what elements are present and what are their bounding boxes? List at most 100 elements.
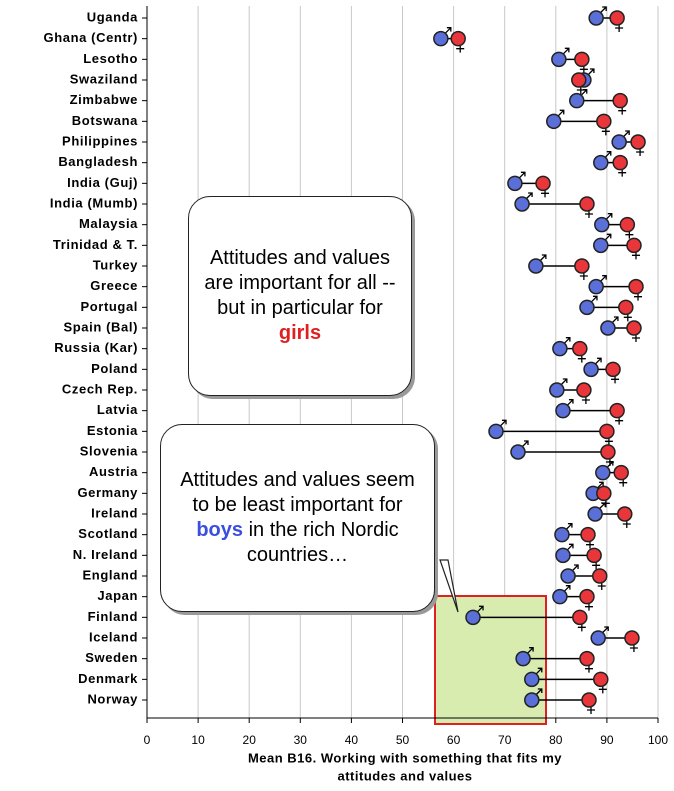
marker-dot <box>524 671 540 688</box>
marker-dot <box>552 588 568 605</box>
marker-dot <box>579 299 595 316</box>
boy-marker <box>528 254 547 274</box>
callout: Attitudes and values seem to be least im… <box>160 424 435 612</box>
marker-dot <box>551 51 567 68</box>
girl-marker <box>612 92 628 115</box>
callout-text: Attitudes and values are important for a… <box>204 247 396 319</box>
male-symbol <box>566 543 574 551</box>
male-symbol <box>622 130 630 138</box>
marker-dot <box>600 444 616 460</box>
male-symbol <box>566 399 574 407</box>
male-symbol <box>562 47 570 55</box>
girl-marker <box>609 10 625 32</box>
marker-dot <box>560 568 576 584</box>
boy-marker <box>600 316 619 336</box>
y-tick-label: N. Ireland <box>73 547 138 562</box>
girl-marker <box>617 506 633 528</box>
marker-dot <box>528 258 544 274</box>
male-symbol <box>521 440 529 448</box>
marker-dot <box>591 568 608 584</box>
marker-dot <box>609 402 625 419</box>
x-axis-title: Mean B16. Working with something that fi… <box>248 750 562 765</box>
boy-marker <box>585 481 604 502</box>
marker-dot <box>596 485 612 502</box>
boy-marker <box>549 378 568 398</box>
y-tick-label: Malaysia <box>79 216 138 231</box>
marker-dot <box>555 402 571 419</box>
marker-dot <box>587 506 603 522</box>
x-tick-label: 80 <box>549 733 563 747</box>
x-tick-label: 20 <box>243 733 257 747</box>
y-tick-label: Lesotho <box>83 51 138 66</box>
y-tick-label: Bangladesh <box>58 154 138 169</box>
girl-marker <box>599 423 615 446</box>
marker-dot <box>524 692 540 708</box>
boy-marker <box>524 667 543 688</box>
girl-marker <box>591 568 608 590</box>
marker-dot <box>618 299 634 316</box>
girl-marker <box>596 485 612 508</box>
marker-dot <box>628 278 644 295</box>
boy-marker <box>560 564 579 584</box>
male-symbol <box>444 27 452 35</box>
girl-marker <box>586 547 602 570</box>
marker-dot <box>569 92 585 109</box>
boy-marker <box>588 275 607 295</box>
male-symbol <box>606 461 614 469</box>
boy-marker <box>552 337 571 357</box>
y-tick-label: Botswana <box>72 113 138 128</box>
marker-dot <box>515 650 531 667</box>
y-tick-label: Germany <box>77 485 138 500</box>
marker-dot <box>579 650 595 667</box>
boy-marker <box>555 543 574 564</box>
male-symbol <box>560 378 568 386</box>
marker-dot <box>549 382 565 398</box>
girl-marker <box>630 134 646 156</box>
male-symbol <box>535 688 543 696</box>
boy-marker <box>465 605 484 626</box>
x-tick-label: 100 <box>648 733 668 747</box>
girl-marker <box>574 51 590 74</box>
y-tick-label: Portugal <box>80 299 138 314</box>
callout-highlight: boys <box>196 519 244 541</box>
marker-dot <box>574 258 590 274</box>
marker-dot <box>555 547 571 564</box>
x-tick-label: 70 <box>498 733 512 747</box>
marker-dot <box>593 237 609 254</box>
y-tick-label: England <box>83 567 138 582</box>
male-symbol <box>476 605 484 613</box>
marker-dot <box>586 547 602 564</box>
x-tick-label: 30 <box>294 733 308 747</box>
boy-marker <box>569 89 588 109</box>
y-tick-label: Turkey <box>93 257 138 272</box>
marker-dot <box>465 609 481 626</box>
marker-dot <box>596 113 612 130</box>
girl-marker <box>609 402 625 425</box>
x-tick-label: 40 <box>345 733 359 747</box>
girl-marker <box>574 258 590 280</box>
y-tick-label: Norway <box>87 691 138 706</box>
girl-marker <box>626 320 642 342</box>
male-symbol <box>571 564 579 572</box>
girl-marker <box>605 361 621 384</box>
callout: Attitudes and values are important for a… <box>188 196 412 396</box>
marker-dot <box>554 526 570 543</box>
y-tick-label: Iceland <box>89 629 138 644</box>
marker-dot <box>571 72 587 88</box>
marker-dot <box>612 154 628 171</box>
girl-marker <box>581 692 597 714</box>
male-symbol <box>518 171 526 179</box>
marker-dot <box>617 506 633 522</box>
marker-dot <box>580 526 596 543</box>
boy-marker <box>587 502 606 522</box>
male-symbol <box>563 337 571 345</box>
boy-marker <box>515 647 534 667</box>
girl-marker <box>576 382 592 404</box>
male-symbol <box>539 254 547 262</box>
boy-marker <box>551 47 570 68</box>
male-symbol <box>563 585 571 593</box>
marker-dot <box>581 692 597 708</box>
x-tick-label: 50 <box>396 733 410 747</box>
x-tick-label: 10 <box>191 733 205 747</box>
